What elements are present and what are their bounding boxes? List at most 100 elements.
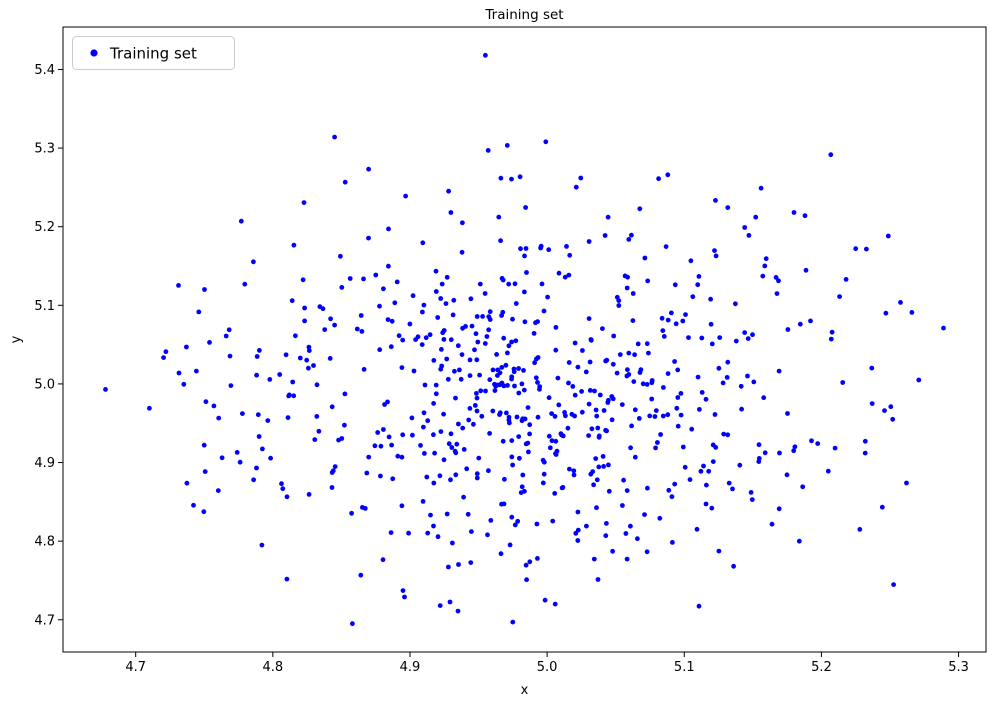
data-point xyxy=(468,560,474,565)
data-point xyxy=(424,474,430,480)
data-point xyxy=(609,394,615,399)
data-point xyxy=(378,473,383,479)
data-point xyxy=(486,468,491,474)
data-point xyxy=(329,485,335,490)
data-point xyxy=(291,393,297,399)
data-point xyxy=(596,434,602,440)
data-point xyxy=(483,52,488,58)
data-point xyxy=(283,352,289,358)
data-point xyxy=(675,423,681,429)
data-point xyxy=(556,402,562,408)
data-point xyxy=(843,277,849,282)
data-point xyxy=(509,339,514,345)
data-point xyxy=(655,440,660,445)
data-point xyxy=(361,276,366,282)
data-point xyxy=(542,597,548,603)
data-point xyxy=(791,448,797,454)
data-point xyxy=(862,450,868,456)
y-tick-label: 5.1 xyxy=(34,299,55,314)
data-point xyxy=(453,472,459,478)
data-point xyxy=(661,385,666,390)
data-point xyxy=(445,376,451,382)
data-point xyxy=(521,368,526,373)
data-point xyxy=(284,494,290,500)
data-point xyxy=(400,588,406,593)
data-point xyxy=(511,366,517,372)
data-point xyxy=(477,372,482,378)
data-point xyxy=(399,503,405,509)
data-point xyxy=(330,468,336,474)
data-point xyxy=(586,316,592,321)
data-point xyxy=(490,367,496,373)
data-point xyxy=(388,530,394,535)
data-point xyxy=(652,414,658,419)
data-point xyxy=(517,455,522,461)
data-point xyxy=(669,310,674,316)
data-point xyxy=(725,359,731,365)
data-point xyxy=(409,415,415,421)
data-point xyxy=(285,415,291,420)
data-point xyxy=(300,277,306,283)
data-point xyxy=(279,481,284,487)
y-tick-label: 5.0 xyxy=(34,377,55,392)
data-point xyxy=(597,392,603,398)
y-tick-label: 4.8 xyxy=(34,535,55,550)
data-point xyxy=(522,253,527,259)
data-point xyxy=(474,475,480,481)
data-point xyxy=(730,486,735,492)
data-point xyxy=(461,447,467,452)
data-point xyxy=(510,462,515,468)
data-point xyxy=(410,293,416,299)
y-tick-label: 4.9 xyxy=(34,456,55,471)
data-point xyxy=(575,509,581,515)
data-point xyxy=(399,365,405,370)
data-point xyxy=(593,456,599,461)
data-point xyxy=(857,527,863,532)
data-point xyxy=(194,368,199,374)
data-point xyxy=(332,134,337,140)
data-point xyxy=(514,414,520,420)
data-point xyxy=(389,442,394,448)
data-point xyxy=(176,370,182,376)
data-point xyxy=(377,303,382,309)
data-point xyxy=(459,249,465,255)
data-point xyxy=(637,370,643,375)
data-point xyxy=(223,333,229,339)
data-point xyxy=(587,388,593,393)
data-point xyxy=(433,268,439,274)
data-point xyxy=(624,488,630,493)
data-point xyxy=(594,413,600,419)
data-point xyxy=(399,454,405,460)
data-point xyxy=(879,504,885,510)
data-point xyxy=(509,176,514,182)
data-point xyxy=(482,341,488,346)
data-point xyxy=(475,339,481,345)
data-point xyxy=(609,417,615,423)
data-point xyxy=(586,239,592,244)
data-point xyxy=(572,413,577,419)
data-point xyxy=(762,450,768,456)
data-point xyxy=(674,405,680,411)
data-point xyxy=(216,415,222,421)
y-axis-label: y xyxy=(9,335,24,343)
data-point xyxy=(362,506,368,511)
legend-entry-label: Training set xyxy=(109,45,197,63)
data-point xyxy=(441,411,446,417)
data-point xyxy=(595,577,601,582)
data-point xyxy=(454,441,460,447)
data-point xyxy=(552,601,558,607)
data-point xyxy=(503,362,509,368)
data-point xyxy=(496,214,502,220)
data-point xyxy=(699,335,705,341)
data-point xyxy=(359,329,365,334)
data-point xyxy=(553,438,559,444)
data-point xyxy=(713,253,719,259)
data-point xyxy=(523,441,529,447)
data-point xyxy=(701,463,706,469)
data-point xyxy=(451,297,457,303)
data-point xyxy=(358,313,364,318)
data-point xyxy=(257,348,262,353)
data-point xyxy=(449,445,455,450)
data-point xyxy=(546,433,552,439)
